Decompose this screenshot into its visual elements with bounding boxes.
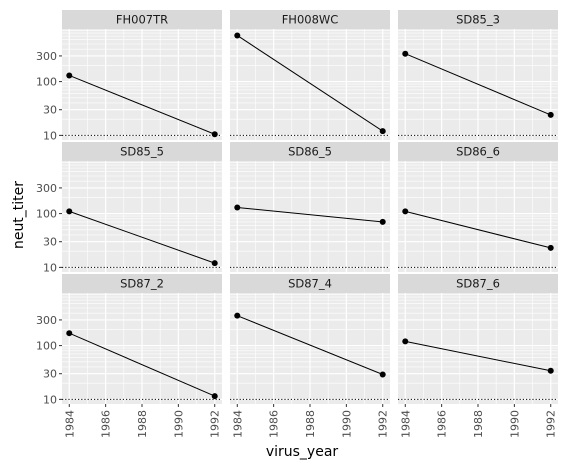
y-tick-label: 300: [36, 182, 57, 195]
y-tick-label: 100: [36, 208, 57, 221]
facet-SD86_6: SD86_6: [398, 142, 558, 272]
facet-label: SD87_2: [120, 277, 164, 291]
facet-strip: [398, 274, 558, 293]
data-point: [66, 72, 73, 79]
facet-label: SD85_5: [120, 145, 164, 159]
series-line: [405, 340, 551, 372]
x-tick-label: 1988: [136, 410, 149, 438]
data-point: [402, 50, 409, 57]
y-tick-label: 30: [43, 104, 57, 117]
y-tick-label: 100: [36, 76, 57, 89]
facet-SD85_5: SD85_5 10 30 100 300: [36, 142, 222, 274]
x-tick-label: 1990: [340, 410, 353, 438]
facet-label: SD87_6: [456, 277, 500, 291]
data-point: [379, 371, 386, 378]
facet-label: SD86_6: [456, 145, 500, 159]
x-tick-label: 1988: [472, 410, 485, 438]
facet-label: FH007TR: [116, 13, 168, 27]
x-tick-label: 1984: [63, 410, 76, 438]
facet-label: SD85_3: [456, 13, 500, 27]
facet-SD86_5: SD86_5: [230, 142, 390, 272]
x-tick-label: 1992: [545, 410, 558, 438]
series-line: [237, 315, 383, 375]
facet-strip: [62, 10, 222, 29]
facet-strip: [62, 274, 222, 293]
y-axis-title: neut_titer: [11, 181, 27, 249]
data-point: [211, 260, 218, 267]
x-tick-label: 1990: [172, 410, 185, 438]
x-tick-label: 1992: [209, 410, 222, 438]
data-point: [66, 208, 73, 215]
x-tick-label: 1986: [100, 410, 113, 438]
y-tick-label: 30: [43, 236, 57, 249]
x-tick-label: 1984: [231, 410, 244, 438]
series-line: [236, 35, 384, 132]
y-tick-label: 300: [36, 50, 57, 63]
facet-SD85_3: SD85_3: [398, 10, 558, 140]
data-point: [234, 32, 241, 39]
data-point: [402, 208, 409, 215]
data-point: [402, 338, 409, 345]
facet-label: SD86_5: [288, 145, 332, 159]
facet-FH007TR: FH007TR 10 30 100 300: [36, 10, 222, 142]
x-tick-label: 1986: [268, 410, 281, 438]
series-line: [405, 210, 551, 249]
data-point: [547, 244, 554, 251]
facet-SD87_4: SD87_4 1984 1986 1988 1990 1992: [230, 274, 390, 438]
facet-strip: [62, 142, 222, 161]
data-point: [547, 111, 554, 118]
series-line: [69, 210, 215, 264]
facet-strip: [230, 142, 390, 161]
data-point: [66, 330, 73, 337]
y-tick-label: 10: [43, 393, 57, 406]
facet-strip: [230, 10, 390, 29]
data-point: [379, 128, 386, 135]
y-tick-label: 30: [43, 368, 57, 381]
series-line: [69, 74, 215, 135]
data-point: [234, 312, 241, 319]
facet-FH008WC: FH008WC: [230, 10, 390, 140]
y-tick-label: 100: [36, 340, 57, 353]
facet-label: SD87_4: [288, 277, 332, 291]
facet-SD87_6: SD87_6 1984 1986 1988 1990 1992: [398, 274, 558, 438]
data-point: [547, 367, 554, 374]
x-tick-label: 1990: [508, 410, 521, 438]
series-line: [237, 206, 383, 223]
facet-strip: [398, 10, 558, 29]
data-point: [211, 131, 218, 138]
data-point: [379, 218, 386, 225]
x-axis-title: virus_year: [266, 444, 339, 460]
y-tick-label: 10: [43, 261, 57, 274]
series-line: [69, 332, 215, 397]
data-point: [234, 204, 241, 211]
facet-label: FH008WC: [282, 13, 339, 27]
data-point: [211, 393, 218, 400]
y-tick-label: 300: [36, 314, 57, 327]
y-tick-label: 10: [43, 129, 57, 142]
series-line: [405, 53, 551, 116]
x-tick-label: 1988: [304, 410, 317, 438]
facet-SD87_2: SD87_2 10 30 100 300 1984 1986 1988 1990 1992: [36, 274, 222, 438]
x-tick-label: 1992: [377, 410, 390, 438]
facet-strip: [398, 142, 558, 161]
x-tick-label: 1986: [436, 410, 449, 438]
facet-strip: [230, 274, 390, 293]
x-tick-label: 1984: [399, 410, 412, 438]
